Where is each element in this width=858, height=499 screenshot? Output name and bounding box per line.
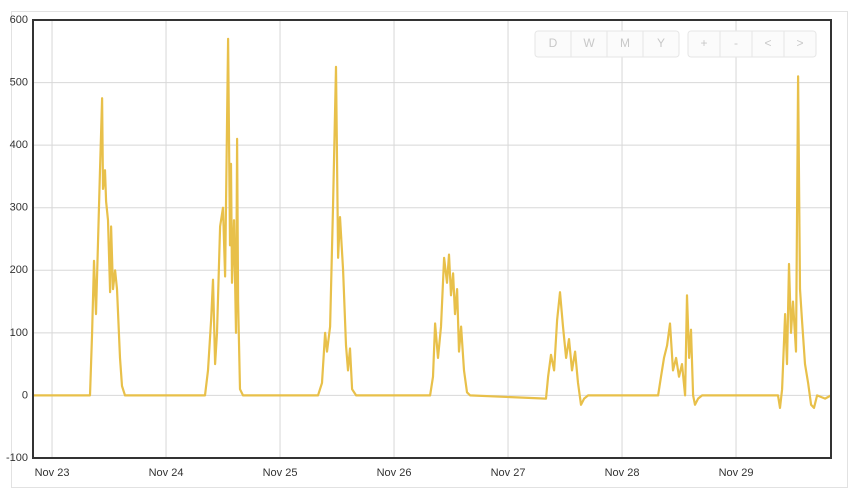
button[interactable]: > [796, 36, 803, 50]
x-tick-label: Nov 27 [491, 467, 526, 479]
x-tick-label: Nov 23 [35, 467, 70, 479]
button[interactable]: < [764, 36, 771, 50]
controls: D W M Y + - < > [534, 30, 817, 58]
data-line [33, 37, 832, 409]
y-tick-label: 100 [10, 327, 28, 339]
x-tick-label: Nov 29 [719, 467, 754, 479]
y-tick-label: 300 [10, 202, 28, 214]
button[interactable]: Y [657, 36, 665, 50]
x-tick-label: Nov 28 [605, 467, 640, 479]
x-tick-label: Nov 25 [263, 467, 298, 479]
plot-frame [32, 19, 832, 459]
button[interactable]: + [700, 36, 707, 50]
y-tick-label: 500 [10, 76, 28, 88]
y-tick-label: 400 [10, 139, 28, 151]
panel [11, 11, 848, 488]
button[interactable]: - [734, 36, 738, 50]
y-tick-label: -100 [6, 452, 28, 464]
x-tick-label: Nov 26 [377, 467, 412, 479]
button[interactable]: W [583, 36, 595, 50]
y-tick-label: 600 [10, 14, 28, 26]
plot [33, 37, 832, 409]
x-tick-label: Nov 24 [149, 467, 184, 479]
y-tick-label: 0 [22, 389, 28, 401]
button[interactable]: M [620, 36, 630, 50]
button[interactable]: D [549, 36, 558, 50]
y-tick-label: 200 [10, 264, 28, 276]
